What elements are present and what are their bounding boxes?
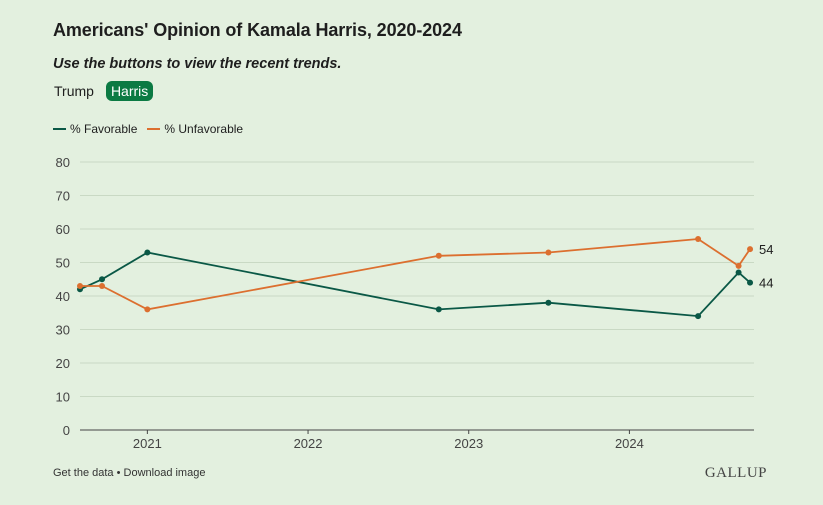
data-point-favorable: [435, 306, 442, 313]
legend-item-unfavorable[interactable]: % Unfavorable: [147, 122, 243, 136]
data-point-unfavorable: [695, 236, 702, 243]
y-tick-label: 30: [56, 323, 70, 338]
data-point-favorable: [99, 276, 106, 283]
gallup-logo: GALLUP: [704, 465, 767, 481]
data-point-favorable: [545, 299, 552, 306]
legend-swatch-unfavorable: [147, 128, 161, 130]
data-point-unfavorable: [747, 246, 754, 253]
y-tick-label: 80: [56, 155, 70, 170]
data-point-favorable: [144, 249, 151, 256]
trump-button[interactable]: Trump: [54, 83, 94, 99]
chart-title: Americans' Opinion of Kamala Harris, 202…: [53, 20, 462, 40]
end-label-favorable: 44: [759, 276, 773, 291]
y-tick-label: 60: [56, 222, 70, 237]
candidate-toggle: Trump Harris: [53, 81, 154, 101]
data-point-unfavorable: [99, 282, 106, 289]
end-label-unfavorable: 54: [759, 242, 773, 257]
data-point-unfavorable: [735, 262, 742, 269]
x-tick-label: 2023: [454, 436, 483, 451]
legend-label-unfavorable: % Unfavorable: [164, 122, 244, 136]
y-tick-label: 70: [56, 189, 70, 204]
chart-legend: % Favorable % Unfavorable: [53, 122, 253, 136]
data-point-unfavorable: [77, 282, 83, 289]
data-point-favorable: [695, 313, 702, 320]
data-point-favorable: [747, 279, 754, 286]
y-tick-label: 0: [63, 423, 70, 438]
legend-label-favorable: % Favorable: [70, 122, 138, 136]
data-point-unfavorable: [545, 249, 552, 256]
series-line-favorable: [79, 251, 751, 318]
y-tick-label: 40: [56, 289, 70, 304]
x-tick-label: 2024: [615, 436, 644, 451]
series-line-unfavorable: [80, 238, 751, 311]
x-tick-label: 2022: [294, 436, 323, 451]
y-tick-label: 50: [56, 256, 70, 271]
data-point-favorable: [735, 269, 742, 276]
harris-button[interactable]: Harris: [105, 81, 154, 101]
download-image-link[interactable]: Download image: [123, 467, 206, 479]
legend-swatch-favorable: [53, 128, 66, 130]
y-tick-label: 20: [56, 356, 70, 371]
x-tick-label: 2021: [133, 436, 162, 451]
legend-item-favorable[interactable]: % Favorable: [53, 122, 137, 136]
y-tick-label: 10: [56, 390, 70, 405]
footer-separator: •: [113, 467, 124, 479]
data-point-unfavorable: [435, 252, 442, 259]
chart-subtitle: Use the buttons to view the recent trend…: [53, 56, 342, 72]
get-data-link[interactable]: Get the data: [53, 467, 114, 479]
chart-footer: Get the data • Download image: [53, 467, 205, 479]
data-point-unfavorable: [144, 306, 151, 313]
